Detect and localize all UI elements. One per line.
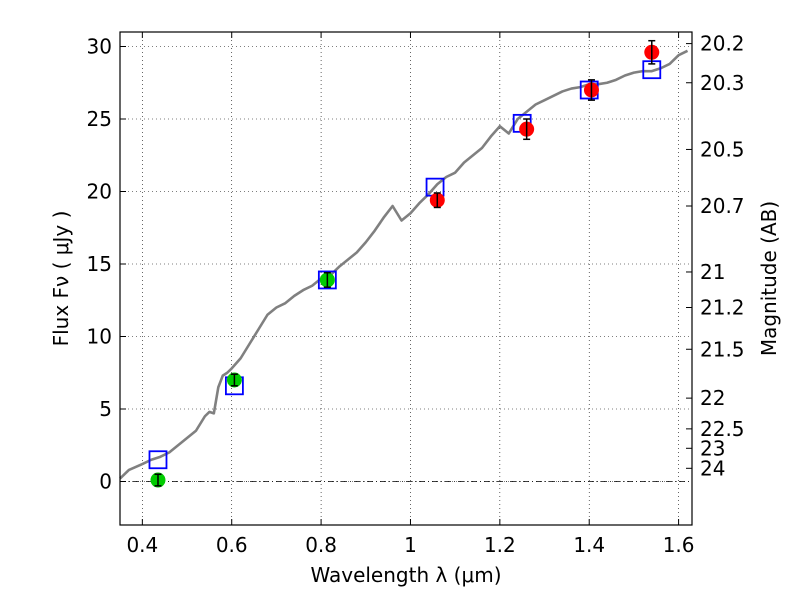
y-axis-label: Flux Fν ( μJy ) — [49, 211, 73, 347]
y-tick-label: 10 — [87, 325, 112, 349]
y-tick-label: 0 — [99, 470, 112, 494]
x-tick-label: 1.4 — [573, 533, 605, 557]
spectrum-line — [119, 49, 689, 480]
y2-tick-label: 22 — [700, 386, 725, 410]
y2-axis-label: Magnitude (AB) — [757, 201, 781, 356]
y2-tick-label: 21.2 — [700, 296, 745, 320]
x-tick-label: 1.2 — [484, 533, 516, 557]
y2-tick-label: 20.5 — [700, 137, 745, 161]
x-tick-label: 0.6 — [216, 533, 248, 557]
y2-tick-label: 21 — [700, 260, 725, 284]
model-photometry-point — [317, 270, 337, 290]
x-tick-label: 0.8 — [305, 533, 337, 557]
x-tick-label: 1.6 — [663, 533, 695, 557]
y-tick-label: 5 — [99, 397, 112, 421]
data-layer — [119, 39, 689, 488]
y2-tick-label: 20.2 — [700, 32, 745, 56]
x-tick-label: 0.4 — [126, 533, 158, 557]
plot-frame — [119, 31, 693, 526]
axis-ticks: 0.4 0.6 0.8 1 1.2 1.4 1.6 0 5 10 15 20 25 30 20.2 20.3 2… — [87, 32, 745, 557]
x-axis-label: Wavelength λ (μm) — [310, 563, 501, 587]
y2-tick-label: 23 — [700, 436, 725, 460]
y-tick-label: 20 — [87, 180, 112, 204]
y-tick-label: 25 — [87, 107, 112, 131]
model-photometry-point — [148, 450, 168, 470]
grid — [120, 32, 692, 525]
x-tick-label: 1 — [404, 533, 417, 557]
y2-tick-label: 20.7 — [700, 194, 745, 218]
y-tick-label: 15 — [87, 252, 112, 276]
y2-tick-label: 20.3 — [700, 71, 745, 95]
y2-tick-label: 24 — [700, 456, 725, 480]
y2-tick-label: 22.5 — [700, 417, 745, 441]
y2-tick-label: 21.5 — [700, 337, 745, 361]
y-tick-label: 30 — [87, 35, 112, 59]
